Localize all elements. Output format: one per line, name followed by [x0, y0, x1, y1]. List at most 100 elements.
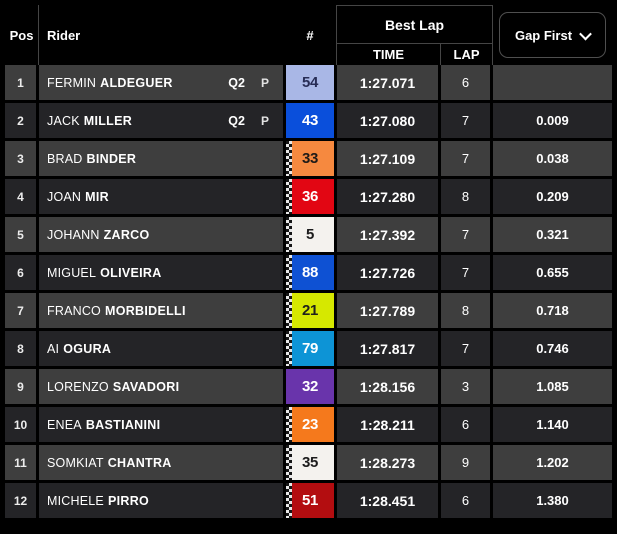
best-lap-lap-cell: 7 — [441, 103, 490, 138]
best-lap-lap-number: 7 — [461, 113, 470, 128]
table-row[interactable]: 1 FERMIN ALDEGUER Q2 P 54 1:27.071 6 — [5, 65, 612, 100]
rider-number: 54 — [301, 74, 319, 91]
best-lap-time: 1:27.071 — [359, 74, 416, 91]
header-time: TIME — [337, 44, 441, 65]
best-lap-time-cell: 1:27.789 — [337, 293, 438, 328]
rider-last-name: OGURA — [63, 341, 112, 356]
best-lap-time-cell: 1:27.726 — [337, 255, 438, 290]
table-row[interactable]: 4 JOAN MIR P 36 1:27.280 8 0.209 — [5, 179, 612, 214]
checkered-strip-icon — [286, 445, 292, 480]
best-lap-lap-number: 6 — [461, 493, 470, 508]
best-lap-lap-number: 8 — [461, 303, 470, 318]
rider-number: 79 — [301, 340, 319, 357]
best-lap-lap-number: 7 — [461, 341, 470, 356]
rider-first-name: JOAN — [47, 189, 82, 204]
rider-last-name: PIRRO — [107, 493, 150, 508]
table-row[interactable]: 7 FRANCO MORBIDELLI P 21 1:27.789 8 0.71… — [5, 293, 612, 328]
rider-number-plate: 79 — [286, 331, 334, 366]
rider-number: 51 — [301, 492, 319, 509]
best-lap-time: 1:27.109 — [359, 150, 416, 167]
checkered-strip-icon — [286, 255, 292, 290]
gap-cell: 1.380 — [493, 483, 612, 518]
best-lap-lap-number: 7 — [461, 151, 470, 166]
rider-number: 23 — [301, 416, 319, 433]
best-lap-time-cell: 1:27.392 — [337, 217, 438, 252]
table-row[interactable]: 3 BRAD BINDER P 33 1:27.109 7 0.038 — [5, 141, 612, 176]
gap-cell: 1.085 — [493, 369, 612, 404]
rider-last-name: CHANTRA — [107, 455, 172, 470]
rider-cell: JACK MILLER Q2 P — [39, 103, 283, 138]
best-lap-time: 1:28.273 — [359, 454, 416, 471]
table-row[interactable]: 9 LORENZO SAVADORI P 32 1:28.156 3 1.085 — [5, 369, 612, 404]
best-lap-time: 1:27.789 — [359, 302, 416, 319]
best-lap-time: 1:28.211 — [360, 416, 415, 433]
best-lap-time: 1:27.280 — [359, 188, 416, 205]
rider-first-name: ENEA — [47, 417, 82, 432]
rider-first-name: AI — [47, 341, 60, 356]
rider-number: 21 — [301, 302, 319, 319]
table-row[interactable]: 6 MIGUEL OLIVEIRA P 88 1:27.726 7 0.655 — [5, 255, 612, 290]
checkered-strip-icon — [286, 331, 292, 366]
gap-first-dropdown[interactable]: Gap First — [498, 12, 607, 58]
gap-value: 1.202 — [536, 455, 569, 470]
best-lap-lap-cell: 7 — [441, 141, 490, 176]
gap-first-label: Gap First — [514, 27, 573, 43]
header-best-lap-subrow: TIME LAP — [337, 44, 492, 65]
best-lap-time: 1:28.156 — [359, 378, 416, 395]
rider-first-name: JOHANN — [47, 227, 100, 242]
gap-cell: 0.009 — [493, 103, 612, 138]
rider-cell: FRANCO MORBIDELLI P — [39, 293, 283, 328]
rider-first-name: LORENZO — [47, 379, 109, 394]
rider-cell: JOAN MIR P — [39, 179, 283, 214]
position-value: 3 — [17, 151, 24, 166]
rider-cell: MICHELE PIRRO P — [39, 483, 283, 518]
rider-number-plate: 54 — [286, 65, 334, 100]
rider-last-name: MILLER — [83, 113, 133, 128]
rider-number-plate: 33 — [286, 141, 334, 176]
position-value: 12 — [13, 493, 28, 508]
rider-last-name: BASTIANINI — [85, 417, 161, 432]
gap-cell: 0.321 — [493, 217, 612, 252]
table-row[interactable]: 5 JOHANN ZARCO P 5 1:27.392 7 0.321 — [5, 217, 612, 252]
position-value: 6 — [17, 265, 24, 280]
gap-value: 1.140 — [536, 417, 569, 432]
table-row[interactable]: 11 SOMKIAT CHANTRA P 35 1:28.273 9 1.202 — [5, 445, 612, 480]
header-gap: Gap First — [493, 5, 612, 65]
position-value: 4 — [17, 189, 24, 204]
best-lap-lap-cell: 8 — [441, 179, 490, 214]
best-lap-time-cell: 1:28.211 — [337, 407, 438, 442]
table-row[interactable]: 12 MICHELE PIRRO P 51 1:28.451 6 1.380 — [5, 483, 612, 518]
best-lap-time-cell: 1:27.109 — [337, 141, 438, 176]
pit-icon: P — [260, 75, 269, 90]
rider-cell: MIGUEL OLIVEIRA P — [39, 255, 283, 290]
table-body: 1 FERMIN ALDEGUER Q2 P 54 1:27.071 6 — [5, 65, 612, 518]
gap-value: 0.655 — [536, 265, 569, 280]
gap-value: 0.321 — [536, 227, 569, 242]
rider-last-name: OLIVEIRA — [100, 265, 162, 280]
position-value: 1 — [17, 75, 24, 90]
table-row[interactable]: 10 ENEA BASTIANINI P 23 1:28.211 6 1.140 — [5, 407, 612, 442]
best-lap-lap-cell: 6 — [441, 407, 490, 442]
table-row[interactable]: 2 JACK MILLER Q2 P 43 1:27.080 7 0.009 — [5, 103, 612, 138]
rider-number: 32 — [301, 378, 319, 395]
best-lap-time: 1:27.080 — [359, 112, 416, 129]
table-row[interactable]: 8 AI OGURA P 79 1:27.817 7 0.746 — [5, 331, 612, 366]
rider-cell: AI OGURA P — [39, 331, 283, 366]
position-value: 11 — [14, 455, 27, 470]
best-lap-time: 1:27.392 — [359, 226, 416, 243]
header-rider-label: Rider — [47, 27, 81, 43]
chevron-down-icon — [579, 27, 592, 40]
checkered-strip-icon — [286, 293, 292, 328]
position-cell: 6 — [5, 255, 36, 290]
best-lap-lap-number: 9 — [461, 455, 470, 470]
best-lap-lap-cell: 9 — [441, 445, 490, 480]
position-value: 7 — [17, 303, 24, 318]
checkered-strip-icon — [286, 483, 292, 518]
position-cell: 11 — [5, 445, 36, 480]
rider-cell: JOHANN ZARCO P — [39, 217, 283, 252]
position-value: 5 — [17, 227, 24, 242]
gap-value: 0.038 — [536, 151, 569, 166]
best-lap-lap-cell: 3 — [441, 369, 490, 404]
gap-cell — [493, 65, 612, 100]
checkered-strip-icon — [286, 141, 292, 176]
